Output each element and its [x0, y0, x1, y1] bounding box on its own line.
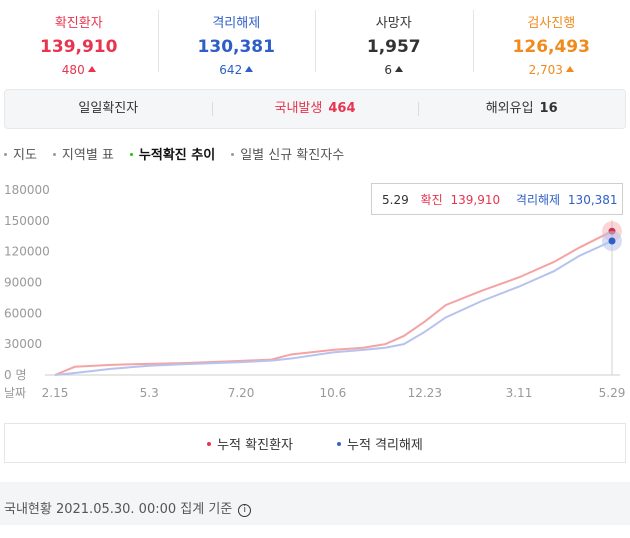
legend-dot: [207, 442, 211, 446]
info-icon[interactable]: i: [238, 504, 251, 517]
stat-label: 확진환자: [0, 12, 158, 31]
stat-value: 139,910: [0, 37, 158, 57]
series-line-released: [55, 241, 612, 375]
tooltip-confirmed-label: 확진: [421, 193, 443, 207]
series-line-confirmed: [55, 231, 612, 375]
stat-change: 642: [158, 63, 316, 77]
stat-change: 480: [0, 63, 158, 77]
footer: 국내현황 2021.05.30. 00:00 집계 기준 i: [0, 482, 630, 525]
x-tick-label: 12.23: [408, 386, 442, 400]
domestic-count: 464: [328, 101, 355, 116]
bullet-icon: [130, 153, 133, 156]
legend-item-confirmed[interactable]: 누적 확진환자: [207, 434, 293, 453]
stat-value: 1,957: [315, 37, 473, 57]
stat-label: 검사진행: [473, 12, 630, 31]
stat-label: 사망자: [315, 12, 473, 31]
x-axis-label: 날짜: [4, 386, 26, 400]
legend-dot: [337, 442, 341, 446]
x-tick-label: 7.20: [228, 386, 255, 400]
tooltip-released-value: 130,381: [568, 193, 618, 207]
arrow-up-icon: [395, 66, 403, 72]
stats-bar: 확진환자 139,910 480 격리해제 130,381 642 사망자 1,…: [0, 0, 630, 82]
arrow-up-icon: [88, 66, 96, 72]
y-tick-label: 120000: [4, 245, 50, 259]
arrow-up-icon: [245, 66, 253, 72]
y-tick-label: 30000: [4, 337, 42, 351]
y-tick-label: 0 명: [4, 368, 27, 382]
x-tick-label: 5.29: [599, 386, 626, 400]
tooltip-released-label: 격리해제: [516, 193, 560, 207]
stat-released[interactable]: 격리해제 130,381 642: [158, 0, 316, 82]
tooltip-confirmed-value: 139,910: [450, 193, 500, 207]
bullet-icon: [53, 153, 56, 156]
tab-daily-new[interactable]: 일별 신규 확진자수: [231, 144, 344, 163]
x-tick-label: 5.3: [140, 386, 159, 400]
overseas-count: 16: [540, 101, 558, 116]
stat-change: 2,703: [473, 63, 630, 77]
x-tick-label: 10.6: [320, 386, 347, 400]
y-tick-label: 90000: [4, 276, 42, 290]
stat-change: 6: [315, 63, 473, 77]
daily-confirmed-label: 일일확진자: [5, 90, 212, 128]
stat-value: 130,381: [158, 37, 316, 57]
view-tabs: 지도 지역별 표 누적확진 추이 일별 신규 확진자수: [4, 144, 360, 163]
legend-item-released[interactable]: 누적 격리해제: [337, 434, 423, 453]
stat-label: 격리해제: [158, 12, 316, 31]
stat-deaths[interactable]: 사망자 1,957 6: [315, 0, 473, 82]
bullet-icon: [231, 153, 234, 156]
tab-cumulative-trend[interactable]: 누적확진 추이: [130, 144, 215, 163]
stat-confirmed[interactable]: 확진환자 139,910 480: [0, 0, 158, 82]
x-tick-label: 2.15: [42, 386, 69, 400]
x-tick-label: 3.11: [506, 386, 533, 400]
y-tick-label: 150000: [4, 214, 50, 228]
bullet-icon: [4, 153, 7, 156]
tab-region-table[interactable]: 지역별 표: [53, 144, 114, 163]
y-tick-label: 60000: [4, 306, 42, 320]
y-tick-label: 180000: [4, 183, 50, 197]
tooltip-date: 5.29: [382, 193, 409, 207]
stat-value: 126,493: [473, 37, 630, 57]
arrow-up-icon: [566, 66, 574, 72]
stat-testing[interactable]: 검사진행 126,493 2,703: [473, 0, 630, 82]
footer-text: 국내현황 2021.05.30. 00:00 집계 기준: [4, 502, 232, 517]
series-end-point: [609, 237, 616, 244]
chart-tooltip: 5.29 확진 139,910 격리해제 130,381: [371, 183, 623, 215]
tab-map[interactable]: 지도: [4, 144, 37, 163]
chart-legend: 누적 확진환자 누적 격리해제: [4, 423, 626, 463]
